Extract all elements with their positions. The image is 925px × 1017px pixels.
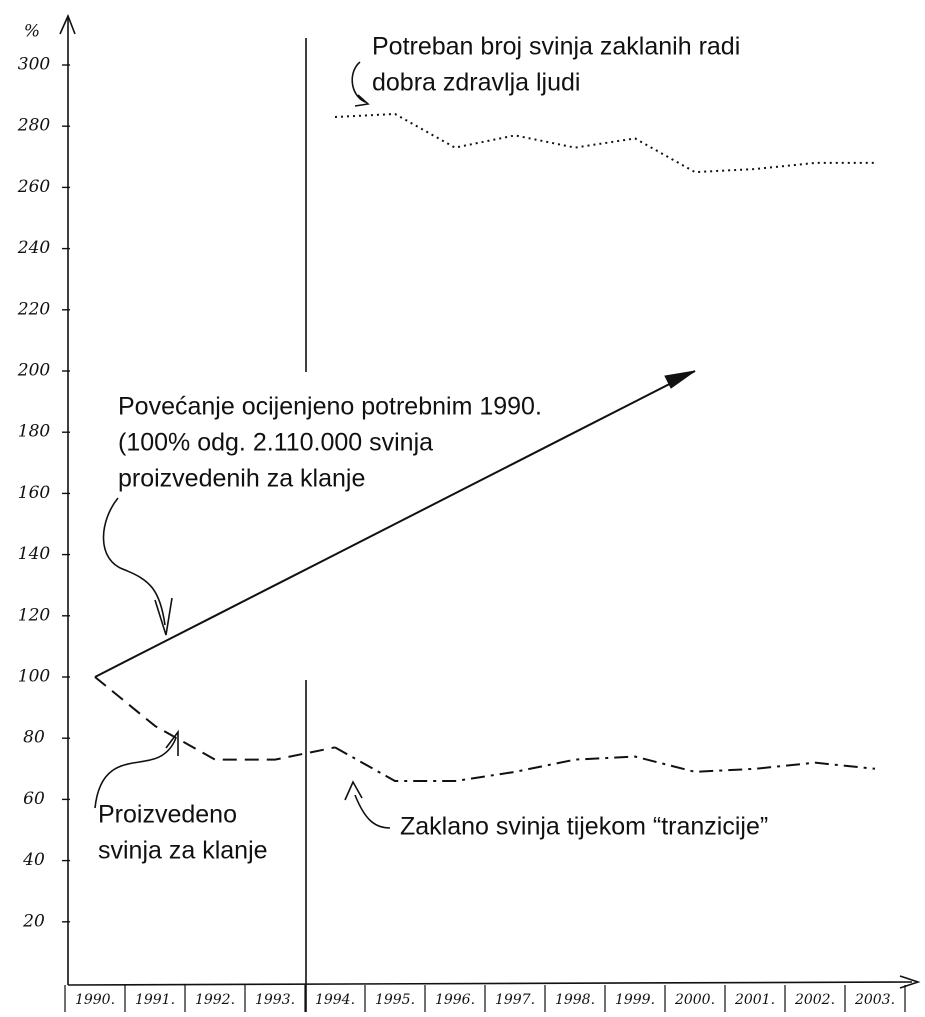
annotation: Zaklano svinja tijekom “tranzicije” <box>400 813 768 841</box>
series-line <box>94 370 696 678</box>
pointer <box>354 794 391 829</box>
x-tick-label: 1992. <box>195 992 235 1008</box>
annotation: proizvedenih za klanje <box>118 465 365 493</box>
x-tick-label: 1996. <box>435 992 475 1008</box>
pointer <box>94 737 177 809</box>
x-tick-label: 2001. <box>734 992 775 1008</box>
x-tick-label: 1994. <box>315 992 355 1008</box>
y-tick-label: 120 <box>18 605 51 625</box>
series-line <box>334 746 876 783</box>
pointer-head <box>344 780 363 801</box>
x-tick-label: 1991. <box>135 992 175 1008</box>
annotation: (100% odg. 2.110.000 svinja <box>118 429 433 457</box>
x-tick-label: 2000. <box>674 992 715 1008</box>
axes <box>59 13 921 1012</box>
series-line <box>94 676 336 761</box>
pointer <box>351 61 366 103</box>
x-tick-label: 1999. <box>615 992 655 1008</box>
y-tick-label: 140 <box>18 544 51 564</box>
x-tick-label: 1998. <box>555 992 595 1008</box>
pointer-head <box>165 729 179 756</box>
x-axis <box>67 981 913 986</box>
x-tick-label: 1997. <box>495 992 535 1008</box>
x-tick-label: 1993. <box>255 992 295 1008</box>
pointer-head <box>154 597 173 636</box>
y-tick-label: 160 <box>18 483 51 503</box>
y-tick-label: 200 <box>17 361 51 381</box>
x-tick-label: 1990. <box>75 992 115 1008</box>
pointer <box>102 497 166 626</box>
annotation: Potreban broj svinja zaklanih radi <box>372 33 740 61</box>
y-tick-label: 300 <box>18 55 51 75</box>
y-tick-label: 100 <box>18 667 51 687</box>
y-axis-label: % <box>24 22 40 42</box>
annotation: dobra zdravlja ljudi <box>372 69 580 97</box>
y-tick-label: 220 <box>17 299 51 319</box>
y-arrow <box>59 13 76 35</box>
y-tick-label: 180 <box>18 422 51 442</box>
annotation: Povećanje ocijenjeno potrebnim 1990. <box>118 393 542 421</box>
annotation: svinja za klanje <box>98 837 268 865</box>
x-tick-label: 2002. <box>794 992 835 1008</box>
y-tick-label: 280 <box>17 116 51 136</box>
x-arrow <box>899 975 921 989</box>
pointer-head <box>354 94 370 107</box>
y-tick-label: 260 <box>17 177 51 197</box>
y-tick-label: 40 <box>22 850 45 870</box>
series-line <box>334 112 875 174</box>
annotation: Proizvedeno <box>98 801 237 829</box>
y-tick-label: 240 <box>17 238 51 258</box>
line-arrowhead <box>664 370 696 389</box>
y-tick-label: 80 <box>23 728 45 748</box>
y-tick-label: 20 <box>22 911 45 931</box>
x-tick-label: 1995. <box>375 992 415 1008</box>
x-tick-label: 2003. <box>854 992 895 1008</box>
y-tick-label: 60 <box>23 789 45 809</box>
